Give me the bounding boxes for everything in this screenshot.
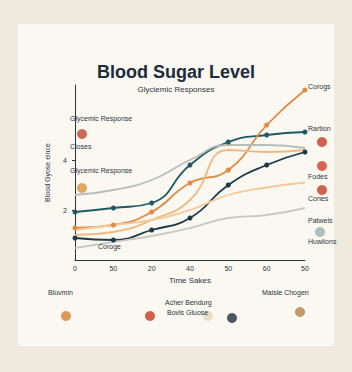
svg-text:Time Sakes: Time Sakes [169, 276, 211, 285]
svg-text:Glycemic Response: Glycemic Response [70, 115, 132, 123]
svg-text:2: 2 [63, 207, 67, 214]
svg-text:Maisle Chogen: Maisle Chogen [262, 289, 309, 297]
svg-text:50: 50 [109, 265, 117, 272]
svg-text:20: 20 [148, 265, 156, 272]
svg-text:Closes: Closes [70, 143, 92, 150]
svg-text:40: 40 [186, 265, 194, 272]
svg-text:Glyciemic Responses: Glyciemic Responses [138, 85, 215, 94]
svg-text:50: 50 [301, 265, 309, 272]
svg-text:Fodes: Fodes [308, 173, 328, 180]
svg-text:Coroge: Coroge [98, 243, 121, 251]
svg-text:Glycemic Response: Glycemic Response [70, 167, 132, 175]
svg-text:Huwlions: Huwlions [308, 238, 337, 245]
svg-text:Cones: Cones [308, 195, 329, 202]
svg-text:Bovls Gluose: Bovls Gluose [167, 309, 208, 316]
svg-text:60: 60 [263, 265, 271, 272]
svg-text:0: 0 [73, 265, 77, 272]
svg-text:Blood Gyose eince: Blood Gyose eince [44, 143, 52, 202]
svg-text:Acher Bendurg: Acher Bendurg [165, 299, 212, 307]
svg-text:Bluvmin: Bluvmin [48, 289, 73, 296]
svg-text:Rartion: Rartion [308, 125, 331, 132]
svg-text:4: 4 [63, 157, 67, 164]
svg-text:Corogs: Corogs [308, 83, 331, 91]
svg-text:50: 50 [224, 265, 232, 272]
svg-text:Blood Sugar Level: Blood Sugar Level [97, 62, 255, 82]
svg-text:Patwels: Patwels [308, 217, 333, 224]
